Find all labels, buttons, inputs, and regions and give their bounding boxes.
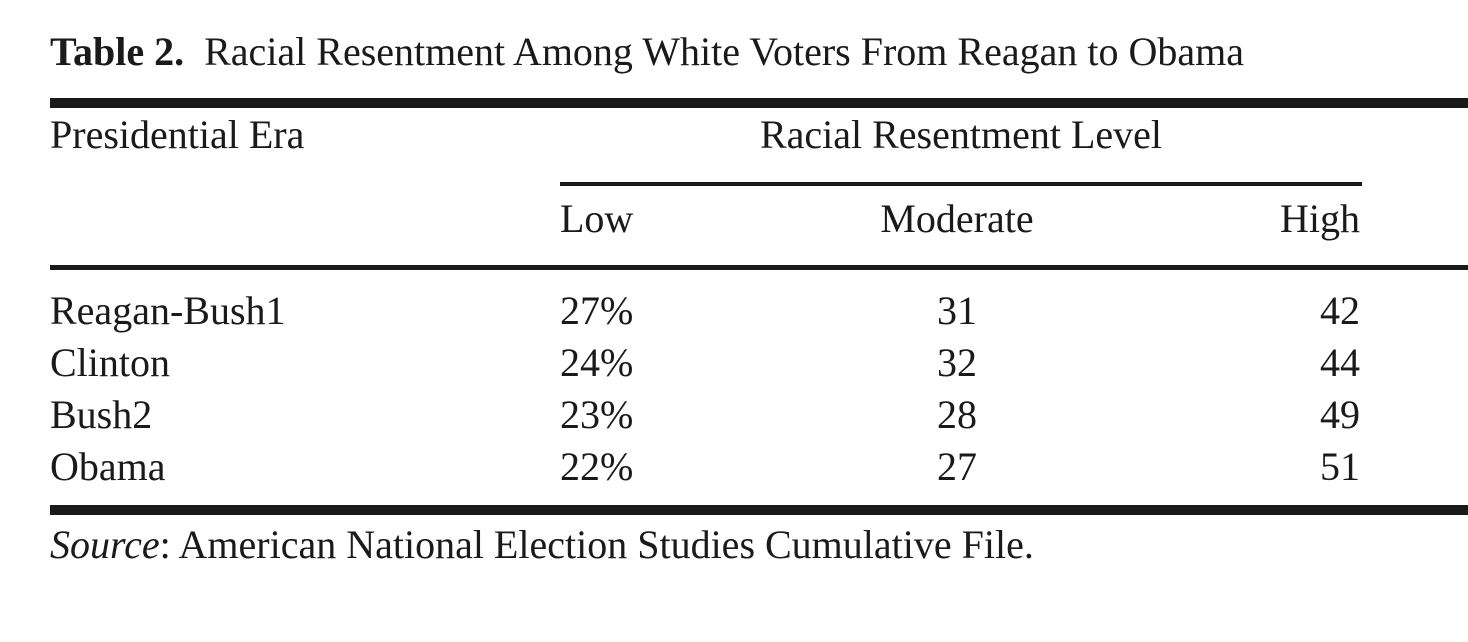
cell-high: 44 — [1320, 340, 1360, 385]
row-header-presidential-era: Presidential Era — [50, 112, 305, 157]
header-rule — [50, 265, 1468, 270]
cell-low: 23% — [560, 392, 634, 437]
bottom-rule — [50, 505, 1468, 515]
column-header-low: Low — [560, 196, 634, 241]
cell-low: 22% — [560, 444, 634, 489]
cell-low: 24% — [560, 340, 634, 385]
top-rule — [50, 98, 1468, 108]
source-note: Source: American National Election Studi… — [50, 520, 1034, 570]
column-header-high: High — [1280, 196, 1360, 241]
group-header-racial-resentment: Racial Resentment Level — [759, 112, 1163, 157]
group-rule — [560, 182, 1362, 186]
table-label: Table 2. — [50, 29, 185, 74]
cell-moderate: 32 — [937, 340, 977, 385]
table-title: Racial Resentment Among White Voters Fro… — [204, 29, 1244, 74]
table-caption: Table 2. Racial Resentment Among White V… — [50, 26, 1244, 78]
source-label: Source — [50, 522, 160, 567]
cell-moderate: 27 — [937, 444, 977, 489]
row-era: Bush2 — [50, 392, 153, 437]
row-era: Reagan-Bush1 — [50, 288, 286, 333]
source-text: : American National Election Studies Cum… — [159, 522, 1034, 567]
cell-high: 42 — [1320, 288, 1360, 333]
column-header-moderate: Moderate — [880, 196, 1034, 241]
row-era: Clinton — [50, 340, 171, 385]
cell-low: 27% — [560, 288, 634, 333]
row-era: Obama — [50, 444, 166, 489]
cell-moderate: 28 — [937, 392, 977, 437]
cell-high: 49 — [1320, 392, 1360, 437]
cell-high: 51 — [1320, 444, 1360, 489]
cell-moderate: 31 — [937, 288, 977, 333]
